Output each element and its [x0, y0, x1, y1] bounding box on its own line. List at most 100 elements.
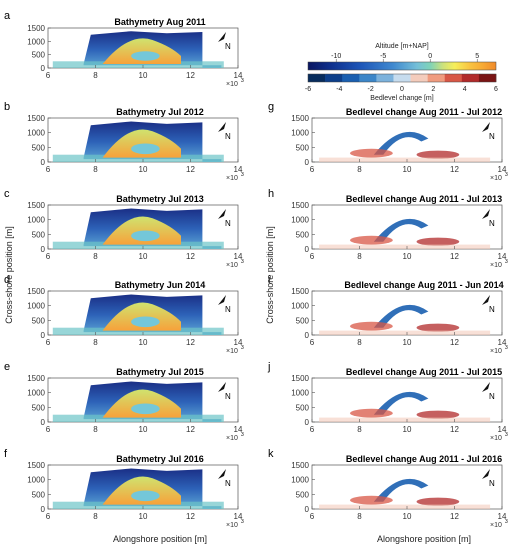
panel-b: b Bathymetry Jul 2012 N 0 500 1000 1500 6 8 10 12 1…: [4, 101, 244, 182]
lagoon: [131, 316, 160, 328]
panel-title: Bathymetry Jul 2016: [116, 454, 204, 464]
x-scale-exponent: 3: [505, 259, 508, 265]
erosion-zone: [373, 391, 429, 415]
y-tick-label: 500: [32, 51, 46, 60]
panel-f: f Bathymetry Jul 2016 N 0 500 1000 1500 6 8 10 12 1…: [4, 448, 244, 529]
nearshore-belt: [52, 501, 224, 509]
y-tick-label: 0: [305, 245, 310, 254]
y-tick-label: 0: [305, 418, 310, 427]
colorbar-change-swatch: [376, 74, 394, 82]
north-label: N: [489, 132, 495, 141]
x-tick-label: 10: [403, 512, 412, 521]
panel-letter: a: [4, 10, 11, 22]
x-tick-label: 12: [450, 512, 459, 521]
x-tick-label: 14: [234, 512, 243, 521]
x-tick-label: 12: [186, 425, 195, 434]
north-arrow-icon: [218, 469, 226, 479]
north-label: N: [489, 219, 495, 228]
panel-j: j Bedlevel change Aug 2011 - Jul 2015 N 0 50…: [267, 361, 508, 442]
x-scale-exponent: 3: [241, 259, 244, 265]
nearshore-belt: [52, 61, 224, 68]
y-tick-label: 500: [32, 316, 46, 325]
nearshore-change: [319, 330, 491, 335]
panel-letter: e: [4, 361, 10, 373]
north-arrow-icon: [218, 122, 226, 132]
x-scale-multiplier: ×10: [226, 175, 238, 182]
accretion-zone-north: [416, 410, 460, 419]
y-tick-label: 1000: [27, 476, 45, 485]
panel-d: d Bathymetry Jun 2014 N 0 500 1000 1500 6 8 10 12 1…: [4, 274, 244, 355]
colorbar-change: -6 -4 -2 0 2 4 6 Bedlevel change [m]: [305, 73, 498, 102]
x-scale-exponent: 3: [241, 519, 244, 525]
y-tick-label: 0: [305, 158, 310, 167]
panel-title: Bedlevel change Aug 2011 - Jul 2013: [346, 194, 502, 204]
accretion-zone-south: [350, 235, 393, 245]
north-label: N: [225, 42, 231, 51]
panel-title: Bathymetry Jun 2014: [115, 280, 206, 290]
y-axis-label-left: Cross-shore position [m]: [4, 226, 14, 324]
x-tick-label: 12: [186, 252, 195, 261]
north-label: N: [225, 219, 231, 228]
panel-letter: j: [267, 361, 270, 373]
x-tick-label: 6: [310, 338, 315, 347]
y-tick-label: 500: [296, 143, 310, 152]
y-tick-label: 0: [41, 418, 46, 427]
panel-letter: i: [268, 274, 270, 286]
x-tick-label: 12: [450, 252, 459, 261]
panel-title: Bathymetry Jul 2012: [116, 107, 204, 117]
axes-frame: [311, 204, 503, 250]
y-tick-label: 1500: [27, 461, 45, 470]
y-tick-label: 1500: [27, 287, 45, 296]
panel-i: i Bedlevel change Aug 2011 - Jun 2014 N 0 50…: [268, 274, 508, 355]
colorbar-tick-label: -4: [336, 86, 342, 93]
y-tick-label: 0: [41, 331, 46, 340]
lagoon: [131, 143, 160, 155]
panel-g: g Bedlevel change Aug 2011 - Jul 2012 N 0 50…: [268, 101, 508, 182]
y-tick-label: 500: [32, 143, 46, 152]
axes-frame: [311, 290, 503, 336]
y-tick-label: 500: [296, 316, 310, 325]
x-tick-label: 12: [186, 165, 195, 174]
sand-engine-shoal: [102, 129, 181, 158]
north-arrow-icon: [482, 122, 490, 132]
lagoon: [131, 51, 160, 61]
accretion-zone-south: [350, 321, 393, 331]
x-tick-label: 8: [357, 165, 362, 174]
x-tick-label: 10: [139, 512, 148, 521]
y-tick-label: 1500: [291, 287, 309, 296]
y-tick-label: 1000: [291, 129, 309, 138]
x-tick-label: 14: [498, 252, 507, 261]
y-tick-label: 1000: [291, 389, 309, 398]
panel-title: Bathymetry Jul 2013: [116, 194, 204, 204]
lagoon: [131, 230, 160, 242]
colorbar-tick-label: 0: [428, 53, 432, 60]
x-scale-exponent: 3: [505, 172, 508, 178]
nearshore-change: [319, 244, 491, 249]
x-tick-label: 10: [403, 252, 412, 261]
north-label: N: [225, 392, 231, 401]
north-arrow-icon: [482, 295, 490, 305]
x-tick-label: 14: [498, 512, 507, 521]
y-tick-label: 0: [305, 331, 310, 340]
panel-letter: b: [4, 101, 10, 113]
panel-letter: c: [4, 188, 10, 200]
x-tick-label: 6: [310, 512, 315, 521]
panel-k: k Bedlevel change Aug 2011 - Jul 2016 N 0 50…: [268, 448, 508, 529]
x-tick-label: 8: [93, 252, 98, 261]
nearshore-change: [319, 417, 491, 422]
y-tick-label: 1000: [27, 37, 45, 46]
x-scale-multiplier: ×10: [490, 175, 502, 182]
sand-engine-shoal: [102, 302, 181, 331]
x-tick-label: 8: [93, 338, 98, 347]
y-tick-label: 500: [296, 403, 310, 412]
panel-letter: g: [268, 101, 274, 113]
sand-engine-shoal: [102, 38, 181, 64]
sand-engine-shoal: [102, 476, 181, 505]
nearshore-belt: [52, 327, 224, 335]
lagoon: [131, 403, 160, 415]
x-tick-label: 8: [357, 338, 362, 347]
x-scale-multiplier: ×10: [490, 262, 502, 269]
erosion-zone: [373, 478, 429, 502]
y-tick-label: 1000: [291, 476, 309, 485]
y-tick-label: 1500: [291, 374, 309, 383]
